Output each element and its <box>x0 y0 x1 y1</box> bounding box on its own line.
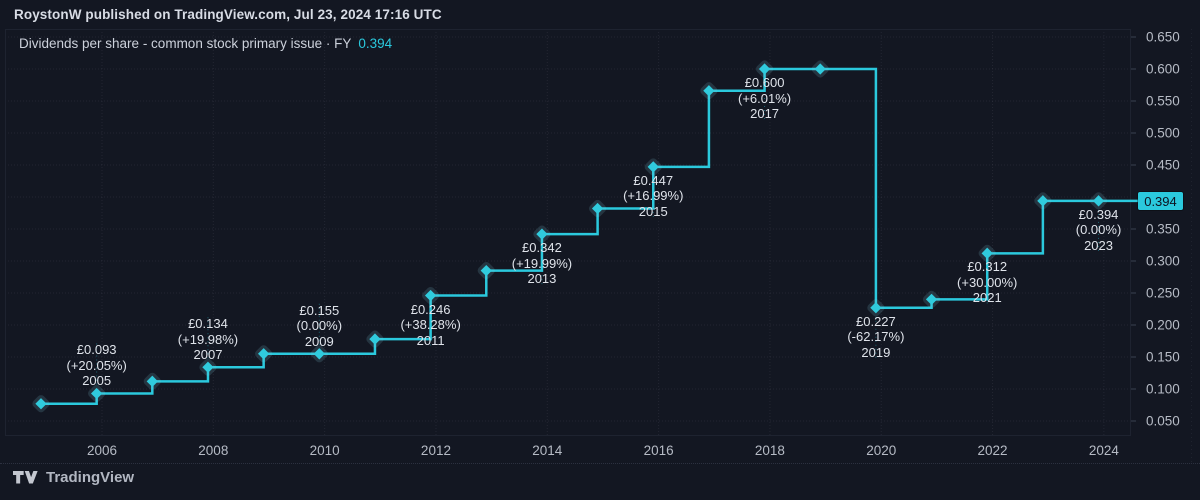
data-point-label-2005: £0.093 (+20.05%) 2005 <box>66 342 126 389</box>
label-year: 2019 <box>861 344 891 360</box>
diamond-marker <box>480 264 492 277</box>
price-axis-label: 0.350 <box>1146 221 1180 237</box>
diamond-marker <box>536 228 548 240</box>
diamond-marker <box>313 348 325 360</box>
data-point-label-2013: £0.342 (+19.99%) 2013 <box>512 240 572 287</box>
label-year: 2007 <box>193 347 223 363</box>
diamond-marker <box>591 202 604 215</box>
footer-divider <box>0 463 1200 464</box>
label-price: £0.093 <box>76 342 117 358</box>
data-point-label-2023: £0.394 (0.00%) 2023 <box>1076 207 1122 254</box>
price-axis-label: 0.050 <box>1146 413 1180 429</box>
label-change: (+38.28%) <box>400 317 461 333</box>
data-point-label-2021: £0.312 (+30.00%) 2021 <box>957 259 1017 306</box>
label-change: (+20.05%) <box>66 357 127 373</box>
price-axis-label: 0.250 <box>1146 285 1180 301</box>
label-price: £0.246 <box>410 301 451 317</box>
price-axis-label: 0.300 <box>1146 253 1180 269</box>
label-change: (+19.98%) <box>177 331 239 347</box>
label-price: £0.342 <box>522 240 562 256</box>
brand-name: TradingView <box>46 469 135 486</box>
label-price: £0.227 <box>856 313 896 329</box>
diamond-marker <box>257 348 270 360</box>
diamond-marker <box>35 398 47 410</box>
price-axis-label: 0.500 <box>1146 125 1180 141</box>
label-year: 2015 <box>638 203 668 219</box>
last-price-badge: 0.394 <box>1138 192 1183 210</box>
price-axis-label: 0.550 <box>1146 93 1180 109</box>
label-year: 2013 <box>527 271 557 287</box>
diamond-marker <box>1037 195 1049 207</box>
price-axis-label: 0.150 <box>1146 349 1180 365</box>
time-axis-label: 2018 <box>754 443 785 458</box>
tradingview-logo-icon <box>13 471 38 484</box>
diamond-marker <box>202 361 214 373</box>
diamond-marker <box>925 293 938 306</box>
price-axis-label: 0.450 <box>1146 157 1180 173</box>
chart-title: Dividends per share - common stock prima… <box>19 36 352 51</box>
label-price: £0.447 <box>633 172 674 188</box>
label-change: (+6.01%) <box>738 90 792 106</box>
label-year: 2009 <box>304 333 334 349</box>
label-change: (+16.99%) <box>623 188 684 204</box>
price-axis-label: 0.200 <box>1146 317 1180 333</box>
time-axis-label: 2022 <box>977 443 1008 458</box>
label-year: 2021 <box>972 290 1002 306</box>
diamond-marker <box>369 333 381 345</box>
data-point-label-2019: £0.227 (-62.17%) 2019 <box>847 314 904 361</box>
data-point-label-2007: £0.134 (+19.98%) 2007 <box>178 316 238 363</box>
diamond-marker <box>146 375 158 387</box>
data-point-label-2011: £0.246 (+38.28%) 2011 <box>400 302 460 349</box>
label-year: 2011 <box>416 332 445 348</box>
label-price: £0.134 <box>188 316 228 332</box>
label-change: (0.00%) <box>1075 222 1122 238</box>
diamond-marker <box>981 247 993 259</box>
label-change: (0.00%) <box>296 318 343 334</box>
chart-legend: Dividends per share - common stock prima… <box>19 36 392 51</box>
diamond-marker <box>647 161 659 173</box>
time-axis-label: 2012 <box>420 443 451 458</box>
price-axis-label: 0.600 <box>1146 61 1180 77</box>
diamond-marker <box>424 289 437 302</box>
label-change: (+19.99%) <box>511 255 573 271</box>
attribution-text: RoystonW published on TradingView.com, J… <box>14 7 442 22</box>
time-axis-label: 2008 <box>198 443 229 458</box>
data-point-label-2015: £0.447 (+16.99%) 2015 <box>623 173 683 220</box>
label-price: £0.155 <box>299 302 340 318</box>
time-axis-label: 2016 <box>643 443 674 458</box>
data-point-label-2009: £0.155 (0.00%) 2009 <box>297 303 343 350</box>
label-price: £0.394 <box>1078 206 1119 222</box>
time-axis-label: 2010 <box>309 443 340 458</box>
price-axis-label: 0.100 <box>1146 381 1180 397</box>
data-point-label-2017: £0.600 (+6.01%) 2017 <box>738 75 791 122</box>
label-price: £0.312 <box>967 259 1008 275</box>
time-axis-label: 2020 <box>866 443 897 458</box>
pane-border <box>5 29 1131 436</box>
label-year: 2005 <box>82 373 112 389</box>
label-change: (-62.17%) <box>847 329 905 345</box>
price-axis-label: 0.650 <box>1146 29 1180 45</box>
label-change: (+30.00%) <box>957 274 1018 290</box>
time-axis-label: 2006 <box>86 443 118 458</box>
label-price: £0.600 <box>744 75 785 90</box>
label-year: 2017 <box>750 106 780 121</box>
chart-current-value: 0.394 <box>358 36 393 51</box>
time-axis-label: 2014 <box>532 443 563 458</box>
label-year: 2023 <box>1084 237 1113 253</box>
time-axis-label: 2024 <box>1088 443 1119 458</box>
diamond-marker <box>870 302 882 314</box>
footer-brand[interactable]: TradingView <box>13 469 134 486</box>
diamond-marker <box>1092 195 1105 207</box>
